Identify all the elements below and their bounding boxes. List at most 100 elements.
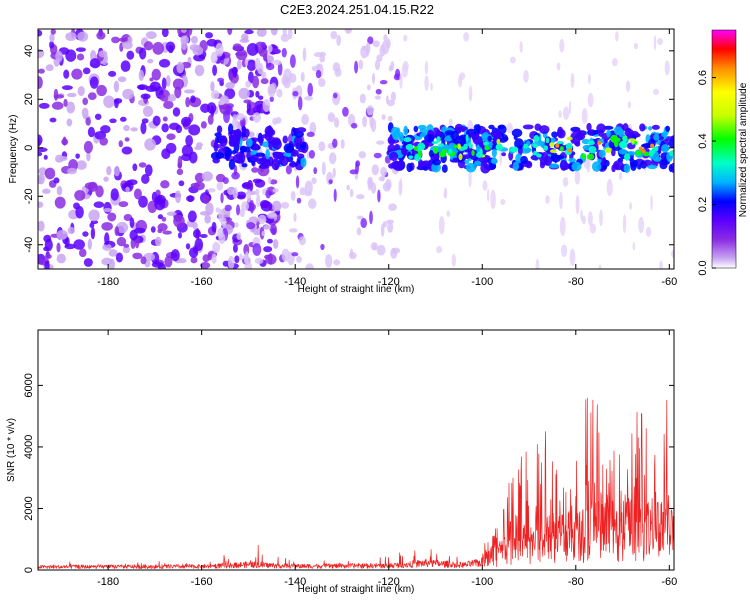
spectrogram-blob bbox=[370, 242, 378, 251]
spectrogram-blob bbox=[408, 155, 414, 160]
spectrogram-blob bbox=[101, 222, 113, 231]
spectrogram-blob bbox=[668, 150, 674, 157]
spectrogram-blob bbox=[233, 164, 238, 176]
spectrogram-blob bbox=[89, 76, 99, 89]
spectrogram-blob bbox=[190, 95, 196, 104]
spectrogram-blob bbox=[200, 103, 211, 113]
spectrogram-blob bbox=[108, 258, 116, 269]
spectrogram-blob bbox=[140, 121, 147, 135]
spectrogram-blob bbox=[586, 153, 595, 160]
spectrogram-blob bbox=[362, 46, 368, 51]
spectrogram-blob bbox=[241, 163, 248, 168]
spectrogram-blob bbox=[246, 221, 256, 230]
spectrogram-blob bbox=[82, 231, 89, 237]
spectrogram-blob bbox=[50, 29, 56, 35]
spectrogram-y-ticks: -40 -20 0 20 40 bbox=[23, 45, 674, 253]
spectrogram-blob bbox=[178, 180, 185, 187]
spectrogram-blob bbox=[217, 77, 225, 83]
spectrogram-blob bbox=[304, 191, 312, 197]
spectrogram-blob bbox=[239, 145, 247, 153]
spectrogram-blob bbox=[319, 51, 326, 57]
snr-x-tick-label: -180 bbox=[97, 576, 119, 588]
spectrogram-blob bbox=[281, 75, 290, 86]
spectrogram-blob bbox=[523, 69, 529, 83]
spectrogram-blob bbox=[272, 238, 279, 249]
spectrogram-blob bbox=[647, 164, 658, 170]
spectrogram-blob bbox=[99, 137, 108, 146]
spectrogram-blob bbox=[650, 194, 653, 211]
spectrogram-blob bbox=[236, 204, 241, 216]
spectrogram-blob bbox=[96, 31, 106, 40]
spectrogram-blob bbox=[172, 107, 181, 117]
spectrogram-blob bbox=[122, 88, 134, 100]
spectrogram-blob bbox=[272, 188, 279, 193]
snr-y-tick-label: 2000 bbox=[23, 496, 35, 520]
spectrogram-blob bbox=[161, 216, 167, 222]
spectrogram-blob bbox=[38, 102, 50, 109]
spectrogram-blob bbox=[283, 143, 294, 154]
spectrogram-blob bbox=[328, 152, 337, 165]
spectrogram-y-tick-label: 0 bbox=[23, 145, 35, 151]
spectrogram-blob bbox=[160, 180, 170, 189]
spectrogram-y-tick-label: 40 bbox=[23, 45, 35, 57]
spectrogram-blob bbox=[570, 133, 576, 144]
spectrogram-blob bbox=[594, 129, 599, 135]
spectrogram-marks bbox=[38, 29, 674, 269]
spectrogram-blob bbox=[465, 134, 469, 142]
spectrogram-blob bbox=[253, 143, 260, 150]
spectrogram-blob bbox=[490, 189, 496, 210]
spectrogram-blob bbox=[114, 226, 120, 236]
spectrogram-blob bbox=[587, 73, 591, 85]
spectrogram-blob bbox=[606, 129, 611, 138]
spectrogram-blob bbox=[638, 146, 643, 151]
spectrogram-blob bbox=[267, 238, 273, 244]
spectrogram-blob bbox=[205, 32, 213, 39]
spectrogram-blob bbox=[577, 130, 587, 137]
spectrogram-blob bbox=[371, 72, 376, 84]
spectrogram-blob bbox=[536, 153, 542, 158]
spectrogram-blob bbox=[211, 221, 217, 233]
spectrogram-blob bbox=[625, 80, 631, 93]
spectrogram-blob bbox=[622, 214, 627, 234]
spectrogram-blob bbox=[451, 253, 457, 267]
spectrogram-blob bbox=[87, 238, 92, 250]
spectrogram-blob bbox=[262, 71, 267, 79]
spectrogram-blob bbox=[465, 162, 477, 173]
spectrogram-blob bbox=[269, 179, 278, 185]
spectrogram-blob bbox=[311, 177, 317, 184]
spectrogram-blob bbox=[227, 187, 235, 196]
spectrogram-blob bbox=[145, 85, 157, 92]
spectrogram-blob bbox=[38, 220, 45, 232]
spectrogram-blob bbox=[73, 202, 80, 210]
spectrogram-blob bbox=[379, 79, 388, 85]
spectrogram-blob bbox=[289, 73, 297, 84]
spectrogram-blob bbox=[373, 152, 382, 159]
spectrogram-blob bbox=[260, 41, 267, 49]
snr-x-tick-label: -100 bbox=[471, 576, 493, 588]
spectrogram-blob bbox=[102, 243, 112, 251]
spectrogram-blob bbox=[235, 49, 248, 61]
spectrogram-blob bbox=[358, 151, 367, 159]
spectrogram-blob bbox=[559, 216, 566, 237]
spectrogram-blob bbox=[290, 190, 296, 201]
spectrogram-blob bbox=[61, 85, 73, 91]
spectrogram-blob bbox=[499, 146, 502, 166]
spectrogram-blob bbox=[551, 131, 558, 138]
snr-x-ticks: -180 -160 -140 -120 -100 -80 -60 bbox=[97, 330, 677, 588]
spectrogram-blob bbox=[367, 36, 374, 45]
spectrogram-blob bbox=[615, 31, 619, 42]
spectrogram-blob bbox=[118, 201, 129, 208]
spectrogram-blob bbox=[82, 67, 91, 75]
spectrogram-blob bbox=[65, 49, 77, 62]
spectrogram-blob bbox=[251, 167, 259, 173]
spectrogram-blob bbox=[648, 126, 653, 131]
spectrogram-x-tick-label: -180 bbox=[97, 276, 119, 288]
spectrogram-blob bbox=[334, 67, 342, 77]
spectrogram-blob bbox=[587, 140, 595, 146]
spectrogram-blob bbox=[123, 214, 133, 221]
spectrogram-blob bbox=[254, 188, 260, 196]
spectrogram-blob bbox=[248, 131, 255, 138]
spectrogram-blob bbox=[437, 145, 443, 153]
spectrogram-blob bbox=[380, 166, 387, 177]
spectrogram-blob bbox=[253, 105, 262, 115]
